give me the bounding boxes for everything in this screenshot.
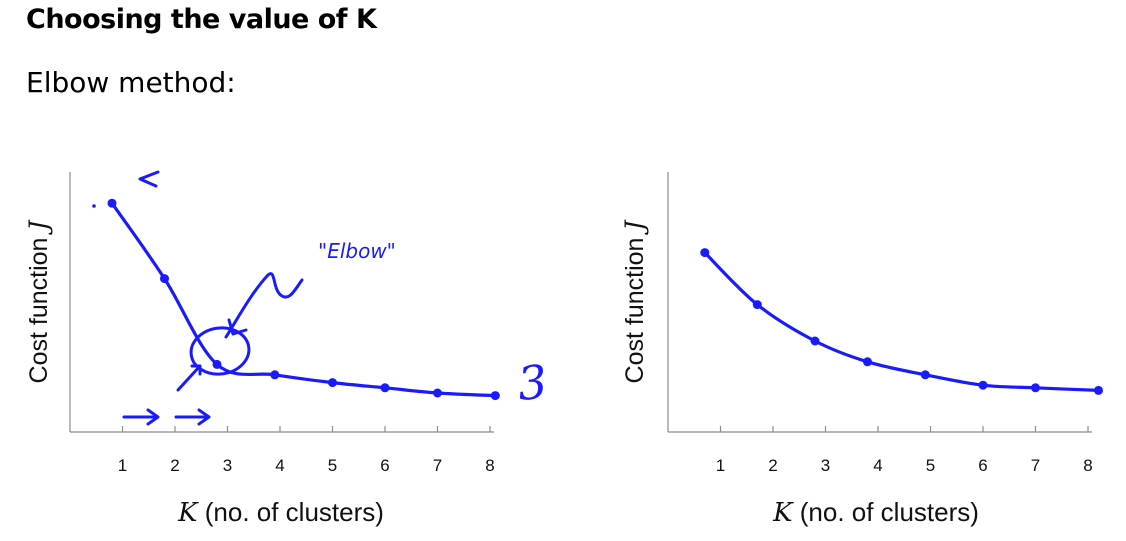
chart-left: 1 2 3 4 5 6 7 8 Cost function J K (no. of clust… <box>24 170 550 528</box>
elbow-circle <box>189 326 251 376</box>
x-tick-label: 7 <box>1031 456 1040 475</box>
elbow-label: "Elbow" <box>318 239 396 263</box>
x-tick-label: 4 <box>275 456 284 475</box>
data-point <box>863 357 872 367</box>
x-tick-label: 2 <box>768 456 777 475</box>
right-xlabel-var: K <box>772 498 794 528</box>
left-x-ticks: 1 2 3 4 5 6 7 8 <box>118 426 495 475</box>
left-series-points <box>107 198 500 401</box>
slide-subtitle: Elbow method: <box>26 66 236 99</box>
x-tick-label: 7 <box>433 456 442 475</box>
left-series-line <box>110 201 497 398</box>
slide-title: Choosing the value of K <box>26 4 377 35</box>
data-point <box>380 383 390 393</box>
left-ylabel-var: J <box>24 219 53 236</box>
data-point <box>107 198 117 208</box>
arrow-up-right-icon <box>176 364 202 392</box>
x-tick-label: 6 <box>978 456 987 475</box>
data-point <box>328 378 337 388</box>
x-tick-label: 3 <box>821 456 830 475</box>
x-tick-label: 1 <box>118 456 127 475</box>
data-point <box>212 359 222 369</box>
ink-dot <box>92 204 96 208</box>
x-tick-label: 2 <box>170 456 179 475</box>
x-tick-label: 5 <box>926 456 935 475</box>
data-point <box>270 370 280 380</box>
arrow-left-icon <box>138 170 160 188</box>
data-point <box>700 248 710 258</box>
data-point <box>810 336 820 346</box>
chart-right: 1 2 3 4 5 6 7 8 Cost function J K (no. of clust… <box>620 172 1103 528</box>
data-point <box>978 380 988 390</box>
data-point <box>920 370 930 380</box>
data-point <box>433 388 442 398</box>
data-point <box>1094 385 1103 395</box>
x-tick-label: 3 <box>223 456 232 475</box>
right-ylabel-text: Cost function <box>621 238 649 384</box>
data-point <box>752 300 762 310</box>
elbow-pointer-stroke <box>224 272 304 339</box>
right-y-axis-title: Cost function J <box>620 219 649 384</box>
right-series-line <box>703 251 1101 392</box>
left-xlabel-text: (no. of clusters) <box>205 497 384 527</box>
right-ylabel-var: J <box>620 219 649 236</box>
x-tick-label: 8 <box>485 456 494 475</box>
x-tick-label: 1 <box>716 456 725 475</box>
left-ylabel-text: Cost function <box>25 238 53 384</box>
x-tick-label: 6 <box>380 456 389 475</box>
right-xlabel-text: (no. of clusters) <box>800 497 979 527</box>
x-tick-label: 4 <box>873 456 882 475</box>
arrow-head-icon <box>227 318 248 336</box>
handwriting-annotations: "Elbow" 3 <box>92 170 550 426</box>
x-tick-label: 5 <box>328 456 337 475</box>
data-point <box>1031 383 1040 393</box>
left-y-axis-title: Cost function J <box>24 219 53 384</box>
arrows-right-icon <box>122 408 211 426</box>
right-series-points <box>700 248 1103 395</box>
right-x-ticks: 1 2 3 4 5 6 7 8 <box>716 426 1093 475</box>
left-xlabel-var: K <box>177 498 199 528</box>
data-point <box>490 391 500 401</box>
right-x-axis-title: K (no. of clusters) <box>772 497 979 528</box>
k3-label: 3 <box>515 354 550 411</box>
data-point <box>160 274 169 284</box>
left-x-axis-title: K (no. of clusters) <box>177 497 384 528</box>
x-tick-label: 8 <box>1083 456 1092 475</box>
